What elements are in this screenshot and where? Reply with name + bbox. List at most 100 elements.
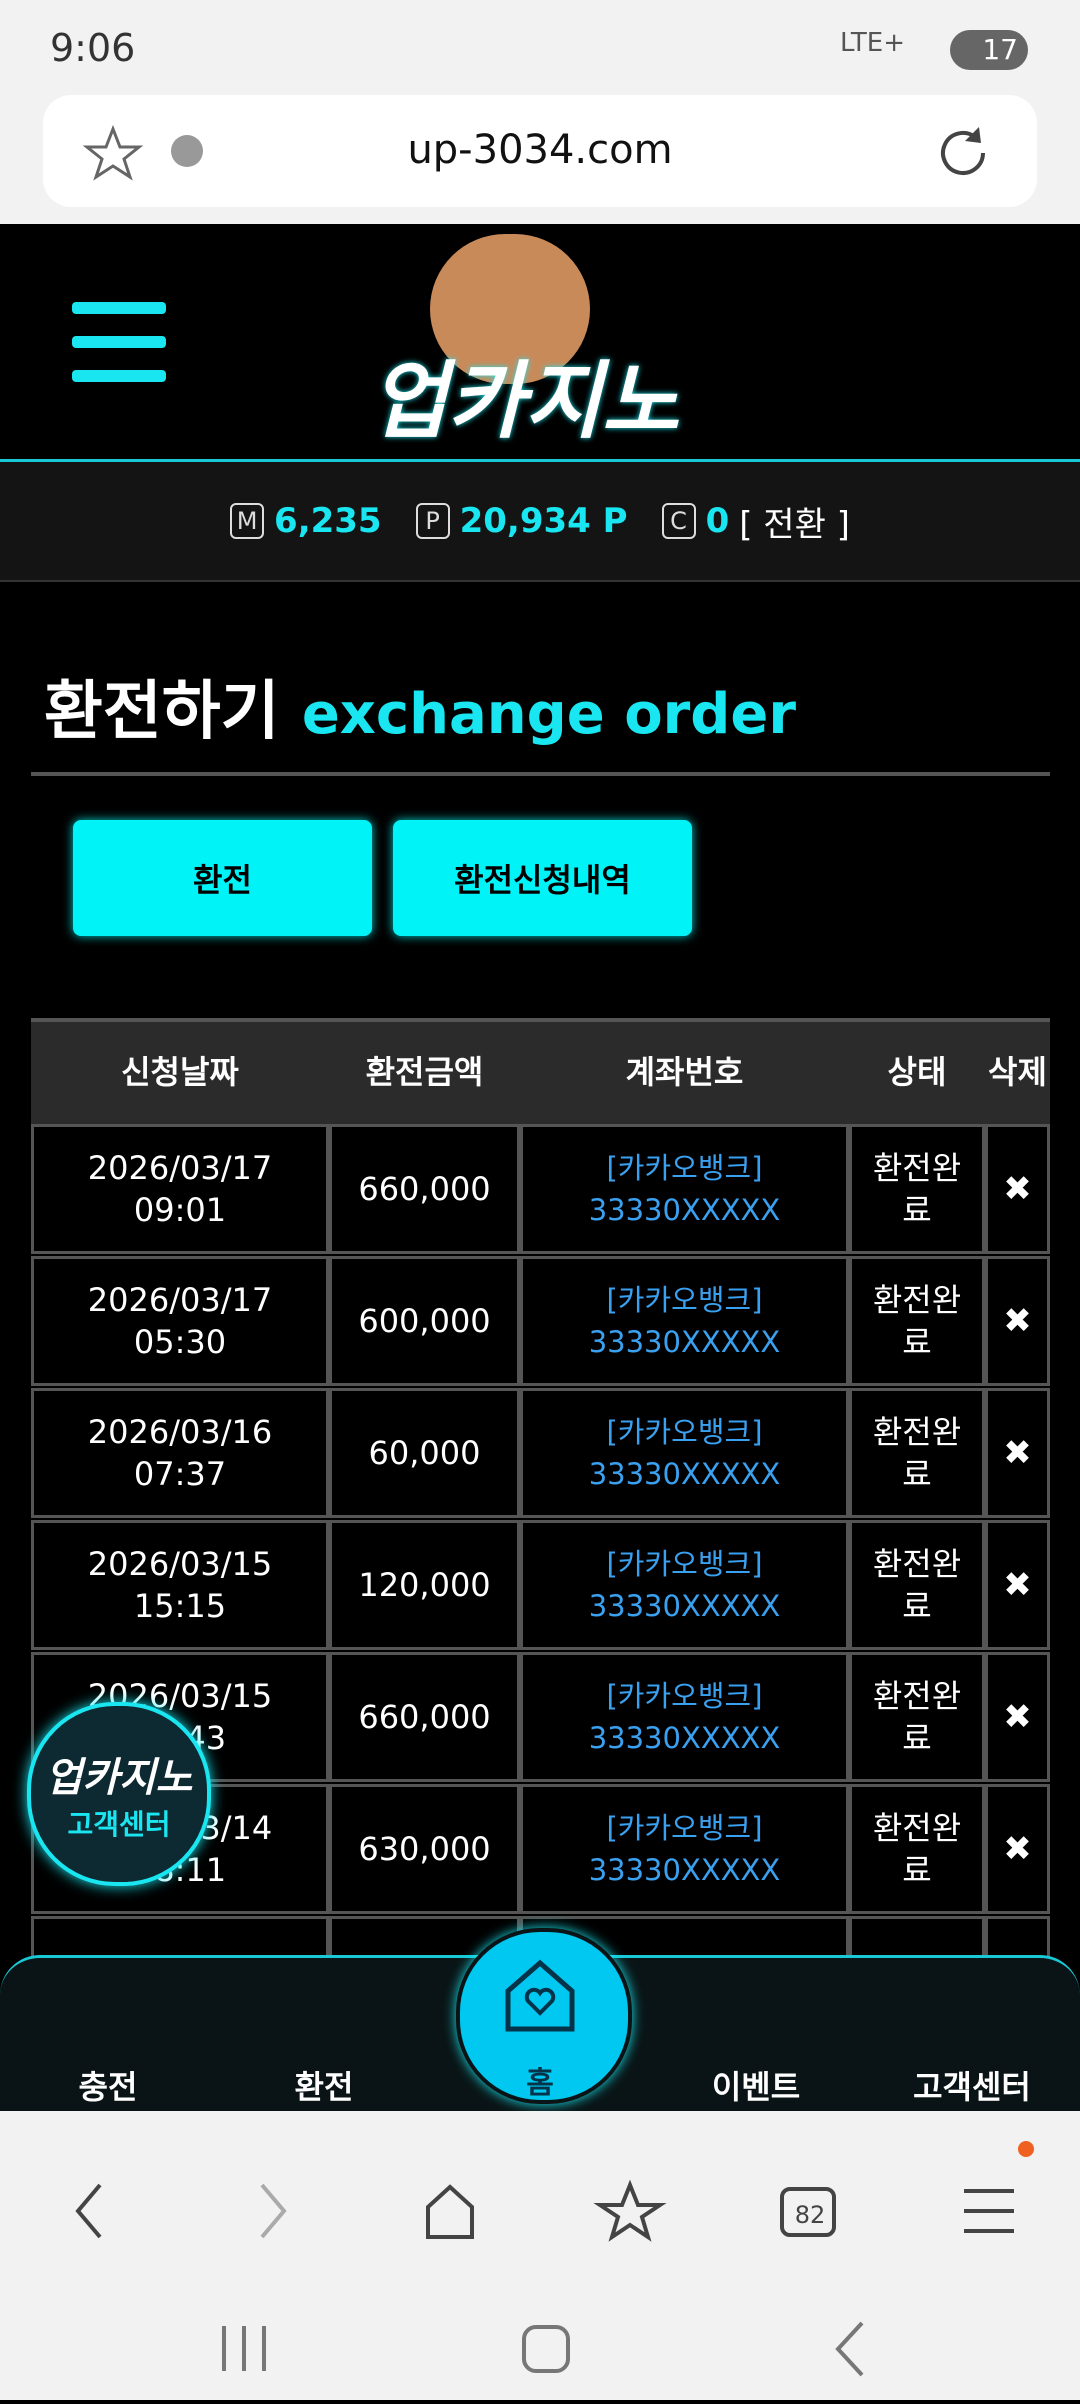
reload-icon[interactable] xyxy=(933,123,993,183)
delete-button[interactable]: ✖ xyxy=(1003,1829,1032,1869)
nav-label[interactable]: 홈 xyxy=(526,2066,554,2101)
point: 20,934 P xyxy=(459,501,628,541)
bank: [카카오뱅크] xyxy=(606,1547,763,1581)
status-cell: 환전완료 xyxy=(849,1388,985,1518)
bank: [카카오뱅크] xyxy=(606,1415,763,1449)
column-header: 환전금액 xyxy=(365,1053,484,1091)
account: 33330XXXXX xyxy=(588,1721,781,1755)
title: 환전하기 exchange order xyxy=(44,660,796,752)
logo-mascot xyxy=(430,234,590,384)
amount: 660,000 xyxy=(358,1698,491,1736)
money-icon: M xyxy=(230,503,265,539)
account-cell: [카카오뱅크] 33330XXXXX xyxy=(520,1124,849,1254)
status: 환전완료 xyxy=(872,1809,962,1889)
date-cell: 2026/03/17 05:30 xyxy=(31,1256,329,1386)
bank: [카카오뱅크] xyxy=(606,1811,763,1845)
title-ko: 환전하기 xyxy=(44,675,280,749)
clock: 9:06 xyxy=(50,26,136,70)
account: 33330XXXXX xyxy=(588,1193,781,1227)
status-cell: 환전완료 xyxy=(849,1256,985,1386)
delete-cell: ✖ xyxy=(985,1652,1050,1782)
status: 환전완료 xyxy=(872,1149,962,1229)
browser-bar: 82 xyxy=(0,2111,1080,2400)
amount: 630,000 xyxy=(358,1830,491,1868)
tab-count[interactable]: 82 xyxy=(794,2201,826,2229)
money: 6,235 xyxy=(274,501,382,541)
account-cell: [카카오뱅크] 33330XXXXX xyxy=(520,1388,849,1518)
column-header: 상태 xyxy=(887,1053,947,1091)
status-cell: 환전완료 xyxy=(849,1652,985,1782)
account: 33330XXXXX xyxy=(588,1457,781,1491)
delete-button[interactable]: ✖ xyxy=(1003,1697,1032,1737)
date: 2026/03/17 xyxy=(87,1281,273,1319)
point-icon: P xyxy=(415,503,450,539)
delete-button[interactable]: ✖ xyxy=(1003,1169,1032,1209)
column-header: 계좌번호 xyxy=(625,1053,744,1091)
account: 33330XXXXX xyxy=(588,1853,781,1887)
support-badge[interactable]: 업카지노 고객센터 xyxy=(27,1702,211,1886)
logo[interactable]: 업카지노 xyxy=(370,352,680,450)
amount-cell: 600,000 xyxy=(329,1256,520,1386)
status-cell: 환전완료 xyxy=(849,1784,985,1914)
url-bar[interactable]: up-3034.com xyxy=(43,95,1037,207)
battery: 17 xyxy=(950,30,1028,70)
status-area: 9:06 LTE+ 17 up-3034.com xyxy=(0,0,1080,224)
badge-logo: 업카지노 xyxy=(45,1755,193,1801)
delete-cell: ✖ xyxy=(985,1124,1050,1254)
status-cell: 환전완료 xyxy=(849,1520,985,1650)
delete-cell: ✖ xyxy=(985,1520,1050,1650)
nav-label[interactable]: 환전 xyxy=(294,2068,354,2106)
table-header xyxy=(31,1018,1050,1126)
delete-button[interactable]: ✖ xyxy=(1003,1301,1032,1341)
time: 09:01 xyxy=(133,1191,227,1229)
bookmark-icon[interactable] xyxy=(83,125,143,181)
date: 2026/03/17 xyxy=(87,1149,273,1187)
status: 환전완료 xyxy=(872,1545,962,1625)
status-cell: 환전완료 xyxy=(849,1124,985,1254)
account-cell: [카카오뱅크] 33330XXXXX xyxy=(520,1256,849,1386)
date-cell: 2026/03/16 07:37 xyxy=(31,1388,329,1518)
coin: 0 xyxy=(705,501,730,541)
nav-label[interactable]: 이벤트 xyxy=(711,2068,801,2106)
delete-cell: ✖ xyxy=(985,1256,1050,1386)
title-en: exchange order xyxy=(301,682,796,747)
date-cell: 2026/03/17 09:01 xyxy=(31,1124,329,1254)
account: 33330XXXXX xyxy=(588,1589,781,1623)
delete-button[interactable]: ✖ xyxy=(1003,1565,1032,1605)
nav-label[interactable]: 고객센터 xyxy=(913,2068,1031,2106)
info-icon[interactable] xyxy=(171,135,203,167)
column-header: 신청날짜 xyxy=(121,1053,239,1091)
convert[interactable]: [ 전환 ] xyxy=(739,504,850,545)
amount: 660,000 xyxy=(358,1170,491,1208)
button[interactable]: 환전 xyxy=(73,820,372,936)
date: 2026/03/16 xyxy=(87,1413,273,1451)
time: 05:30 xyxy=(133,1323,227,1361)
home-button[interactable] xyxy=(456,1928,632,2104)
account: 33330XXXXX xyxy=(588,1325,781,1359)
menu-icon[interactable] xyxy=(72,302,166,382)
network: LTE+ xyxy=(840,28,905,58)
amount: 600,000 xyxy=(358,1302,491,1340)
amount-cell: 660,000 xyxy=(329,1652,520,1782)
delete-cell: ✖ xyxy=(985,1388,1050,1518)
divider xyxy=(31,772,1050,776)
amount-cell: 120,000 xyxy=(329,1520,520,1650)
bank: [카카오뱅크] xyxy=(606,1679,763,1713)
button[interactable]: 환전신청내역 xyxy=(393,820,692,936)
column-header: 삭제 xyxy=(988,1053,1047,1091)
date: 2026/03/15 xyxy=(87,1545,273,1583)
time: 15:15 xyxy=(133,1587,227,1625)
amount-cell: 630,000 xyxy=(329,1784,520,1914)
browser-icons xyxy=(75,2141,1034,2377)
badge-label: 고객센터 xyxy=(67,1808,171,1841)
coin-icon: C xyxy=(661,503,696,539)
status: 환전완료 xyxy=(872,1413,962,1493)
delete-button[interactable]: ✖ xyxy=(1003,1433,1032,1473)
status: 환전완료 xyxy=(872,1281,962,1361)
nav-label[interactable]: 충전 xyxy=(78,2068,138,2106)
account-cell: [카카오뱅크] 33330XXXXX xyxy=(520,1520,849,1650)
site-header: 업카지노 xyxy=(0,224,1080,462)
url[interactable]: up-3034.com xyxy=(407,127,673,173)
